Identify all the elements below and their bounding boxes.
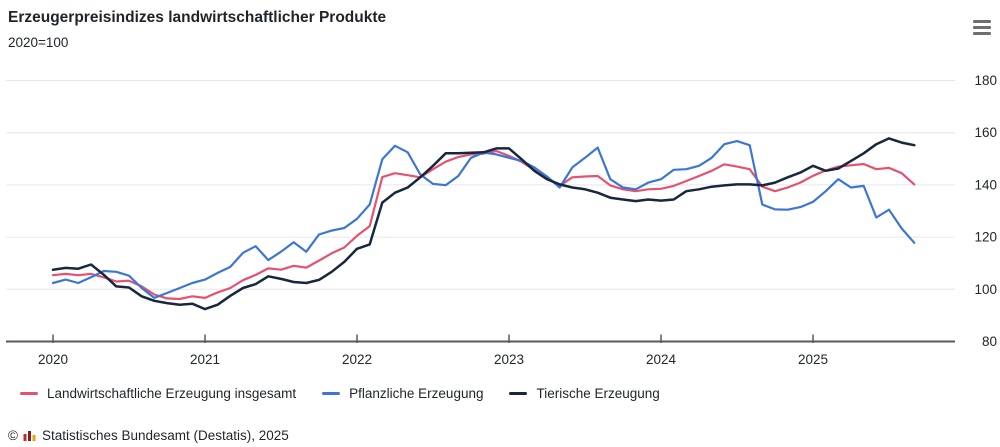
destatis-logo-icon <box>23 431 36 441</box>
series-line-2[interactable] <box>51 137 916 311</box>
hamburger-bar <box>973 20 991 23</box>
legend-swatch-total <box>20 392 38 395</box>
hamburger-bar <box>973 26 991 29</box>
x-tick-label: 2021 <box>190 352 220 367</box>
series-line-1[interactable] <box>51 140 916 299</box>
legend-swatch-plant <box>322 392 341 395</box>
y-tick-label: 100 <box>974 282 997 297</box>
legend-label-total: Landwirtschaftliche Erzeugung insgesamt <box>47 386 297 401</box>
copyright-symbol: © <box>8 428 18 443</box>
legend-item-animal[interactable]: Tierische Erzeugung <box>509 386 660 401</box>
y-tick-label: 160 <box>974 125 997 140</box>
x-tick-label: 2020 <box>38 352 68 367</box>
legend-label-plant: Pflanzliche Erzeugung <box>349 386 484 401</box>
source-text: Statistisches Bundesamt (Destatis), 2025 <box>41 428 289 443</box>
legend-item-plant[interactable]: Pflanzliche Erzeugung <box>322 386 483 401</box>
hamburger-menu-icon[interactable] <box>973 20 991 38</box>
y-tick-label: 180 <box>974 73 997 88</box>
legend-label-animal: Tierische Erzeugung <box>536 386 660 401</box>
page-title: Erzeugerpreisindizes landwirtschaftliche… <box>8 9 387 26</box>
y-tick-label: 140 <box>974 177 997 192</box>
x-tick-label: 2023 <box>494 352 524 367</box>
legend-item-total[interactable]: Landwirtschaftliche Erzeugung insgesamt <box>20 386 296 401</box>
x-tick-label: 2024 <box>646 352 677 367</box>
x-tick-label: 2022 <box>342 352 372 367</box>
x-tick-label: 2025 <box>798 352 828 367</box>
legend-swatch-animal <box>509 392 528 395</box>
y-tick-label: 120 <box>974 230 997 245</box>
index-base-subtitle: 2020=100 <box>8 35 69 50</box>
source-note: © Statistisches Bundesamt (Destatis), 20… <box>8 428 289 443</box>
chart-legend: Landwirtschaftliche Erzeugung insgesamt … <box>20 386 660 401</box>
hamburger-bar <box>973 32 991 35</box>
y-tick-label: 80 <box>982 334 997 349</box>
series-line-0[interactable] <box>51 149 916 301</box>
